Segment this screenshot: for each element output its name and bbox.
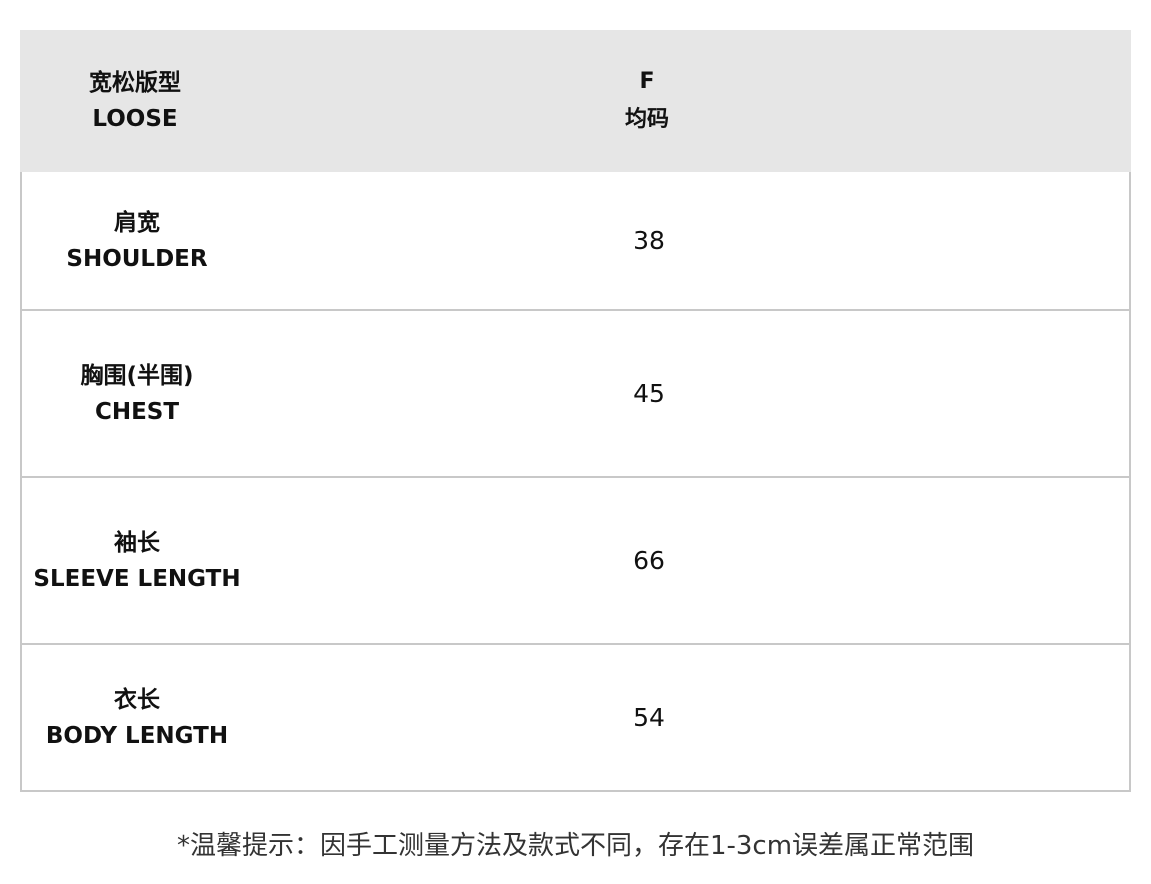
- table-header: 宽松版型 LOOSE F 均码: [20, 30, 1131, 172]
- header-label: 宽松版型 LOOSE: [20, 65, 250, 137]
- label-cn: 衣长: [114, 686, 160, 713]
- size-code: F: [639, 69, 655, 94]
- label-cn: 肩宽: [114, 209, 160, 236]
- table-row: 衣长 BODY LENGTH 54: [20, 645, 1131, 792]
- table-row: 肩宽 SHOULDER 38: [20, 172, 1131, 311]
- row-label: 衣长 BODY LENGTH: [22, 682, 252, 754]
- row-value: 54: [633, 702, 665, 732]
- row-value: 45: [633, 378, 665, 408]
- label-cn: 胸围(半围): [80, 362, 194, 389]
- row-label: 袖长 SLEEVE LENGTH: [22, 525, 252, 597]
- size-cn: 均码: [624, 107, 669, 132]
- label-en: SLEEVE LENGTH: [33, 565, 241, 592]
- row-value: 66: [633, 545, 665, 575]
- row-label: 肩宽 SHOULDER: [22, 205, 252, 277]
- measurement-note: *温馨提示：因手工测量方法及款式不同，存在1-3cm误差属正常范围: [176, 831, 975, 861]
- label-en: CHEST: [94, 398, 180, 425]
- table-row: 胸围(半围) CHEST 45: [20, 311, 1131, 478]
- fit-type-en: LOOSE: [92, 106, 178, 132]
- label-cn: 袖长: [114, 529, 160, 556]
- header-size: F 均码: [597, 63, 697, 139]
- row-label: 胸围(半围) CHEST: [22, 358, 252, 430]
- row-value: 38: [633, 225, 665, 255]
- label-en: BODY LENGTH: [45, 722, 229, 749]
- size-chart-table: 宽松版型 LOOSE F 均码 肩宽 SHOULDER 38 胸围(半围) CHES…: [20, 30, 1131, 792]
- fit-type-cn: 宽松版型: [89, 70, 181, 96]
- table-row: 袖长 SLEEVE LENGTH 66: [20, 478, 1131, 645]
- label-en: SHOULDER: [66, 245, 208, 272]
